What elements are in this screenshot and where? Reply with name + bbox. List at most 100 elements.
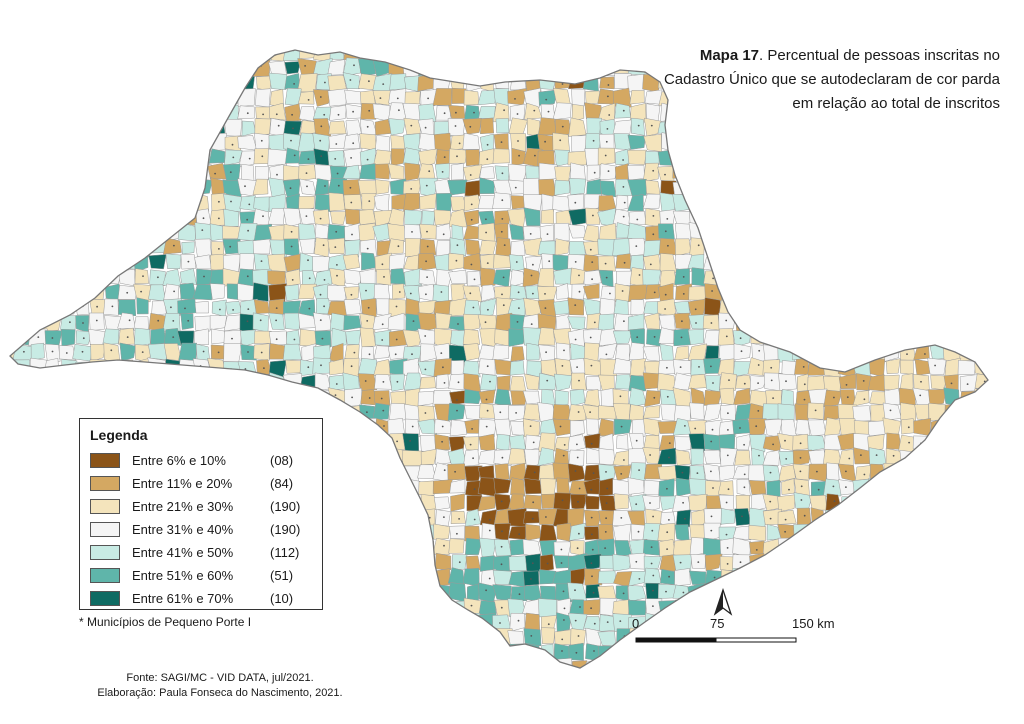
small-municipality-marker (905, 230, 908, 233)
municipality (480, 253, 495, 270)
municipality (314, 178, 330, 196)
small-municipality-marker (952, 172, 954, 175)
municipality (103, 238, 122, 255)
municipality (778, 553, 797, 571)
small-municipality-marker (544, 140, 546, 143)
small-municipality-marker (862, 275, 864, 278)
small-municipality-marker (277, 412, 280, 414)
small-municipality-marker (606, 127, 609, 130)
municipality (267, 148, 288, 167)
municipality (194, 118, 211, 135)
municipality (957, 418, 977, 435)
small-municipality-marker (650, 546, 653, 548)
municipality (118, 388, 138, 405)
small-municipality-marker (652, 605, 654, 607)
small-municipality-marker (469, 51, 472, 54)
municipality (464, 104, 481, 120)
municipality (420, 448, 438, 466)
municipality (823, 478, 842, 497)
municipality (599, 297, 616, 318)
municipality (507, 598, 526, 618)
municipality (434, 253, 451, 272)
small-municipality-marker (578, 64, 581, 67)
small-municipality-marker (531, 681, 533, 683)
municipality (44, 330, 63, 346)
municipality (525, 524, 541, 541)
small-municipality-marker (65, 304, 68, 307)
municipality (237, 361, 257, 377)
municipality (358, 477, 377, 498)
municipality (928, 435, 946, 451)
municipality (388, 629, 408, 647)
small-municipality-marker (784, 530, 786, 533)
municipality (928, 450, 946, 467)
small-municipality-marker (563, 607, 566, 610)
municipality (645, 284, 661, 300)
municipality (809, 284, 827, 300)
municipality (448, 57, 466, 78)
municipality (914, 314, 931, 331)
municipality (973, 269, 988, 287)
municipality (223, 193, 243, 212)
small-municipality-marker (544, 307, 547, 309)
municipality (103, 179, 120, 195)
municipality (687, 328, 705, 346)
municipality (916, 567, 933, 588)
municipality (447, 613, 464, 633)
small-municipality-marker (666, 531, 669, 534)
municipality (916, 657, 932, 668)
municipality (631, 676, 645, 689)
municipality (913, 194, 930, 212)
municipality (747, 659, 766, 668)
municipality (211, 241, 225, 256)
small-municipality-marker (260, 351, 263, 354)
legend-list: Entre 6% e 10% (08) Entre 11% e 20% (84) Ent… (90, 449, 312, 610)
municipality (12, 344, 32, 361)
municipality (627, 477, 645, 495)
small-municipality-marker (293, 83, 295, 85)
small-municipality-marker (830, 544, 833, 546)
municipality (464, 419, 480, 434)
small-municipality-marker (219, 308, 221, 311)
municipality (674, 436, 692, 452)
legend-item: Entre 31% e 40% (190) (90, 518, 312, 541)
municipality (915, 150, 932, 167)
municipality (432, 537, 452, 555)
small-municipality-marker (876, 664, 879, 666)
small-municipality-marker (818, 338, 820, 341)
municipality (147, 132, 165, 151)
municipality (959, 541, 976, 555)
municipality (913, 644, 933, 659)
municipality (810, 148, 827, 168)
small-municipality-marker (622, 159, 624, 161)
municipality (87, 58, 105, 76)
small-municipality-marker (80, 125, 83, 127)
municipality (838, 524, 856, 542)
municipality (58, 463, 77, 482)
municipality (343, 615, 361, 632)
small-municipality-marker (65, 394, 67, 397)
municipality (462, 567, 480, 587)
municipality (327, 613, 347, 632)
municipality (27, 433, 45, 453)
municipality (989, 465, 1007, 480)
municipality (374, 495, 392, 513)
municipality (27, 132, 47, 152)
small-municipality-marker (546, 233, 549, 236)
municipality (42, 271, 62, 285)
municipality (225, 300, 243, 315)
municipality (343, 462, 361, 482)
small-municipality-marker (67, 232, 69, 234)
municipality (148, 164, 166, 180)
small-municipality-marker (532, 292, 534, 295)
municipality (29, 478, 47, 495)
small-municipality-marker (606, 621, 609, 623)
municipality (149, 148, 167, 168)
small-municipality-marker (394, 608, 397, 611)
municipality (12, 134, 32, 150)
municipality (524, 373, 540, 391)
municipality (10, 660, 14, 668)
municipality (298, 283, 317, 300)
small-municipality-marker (995, 637, 997, 639)
municipality (957, 507, 977, 527)
